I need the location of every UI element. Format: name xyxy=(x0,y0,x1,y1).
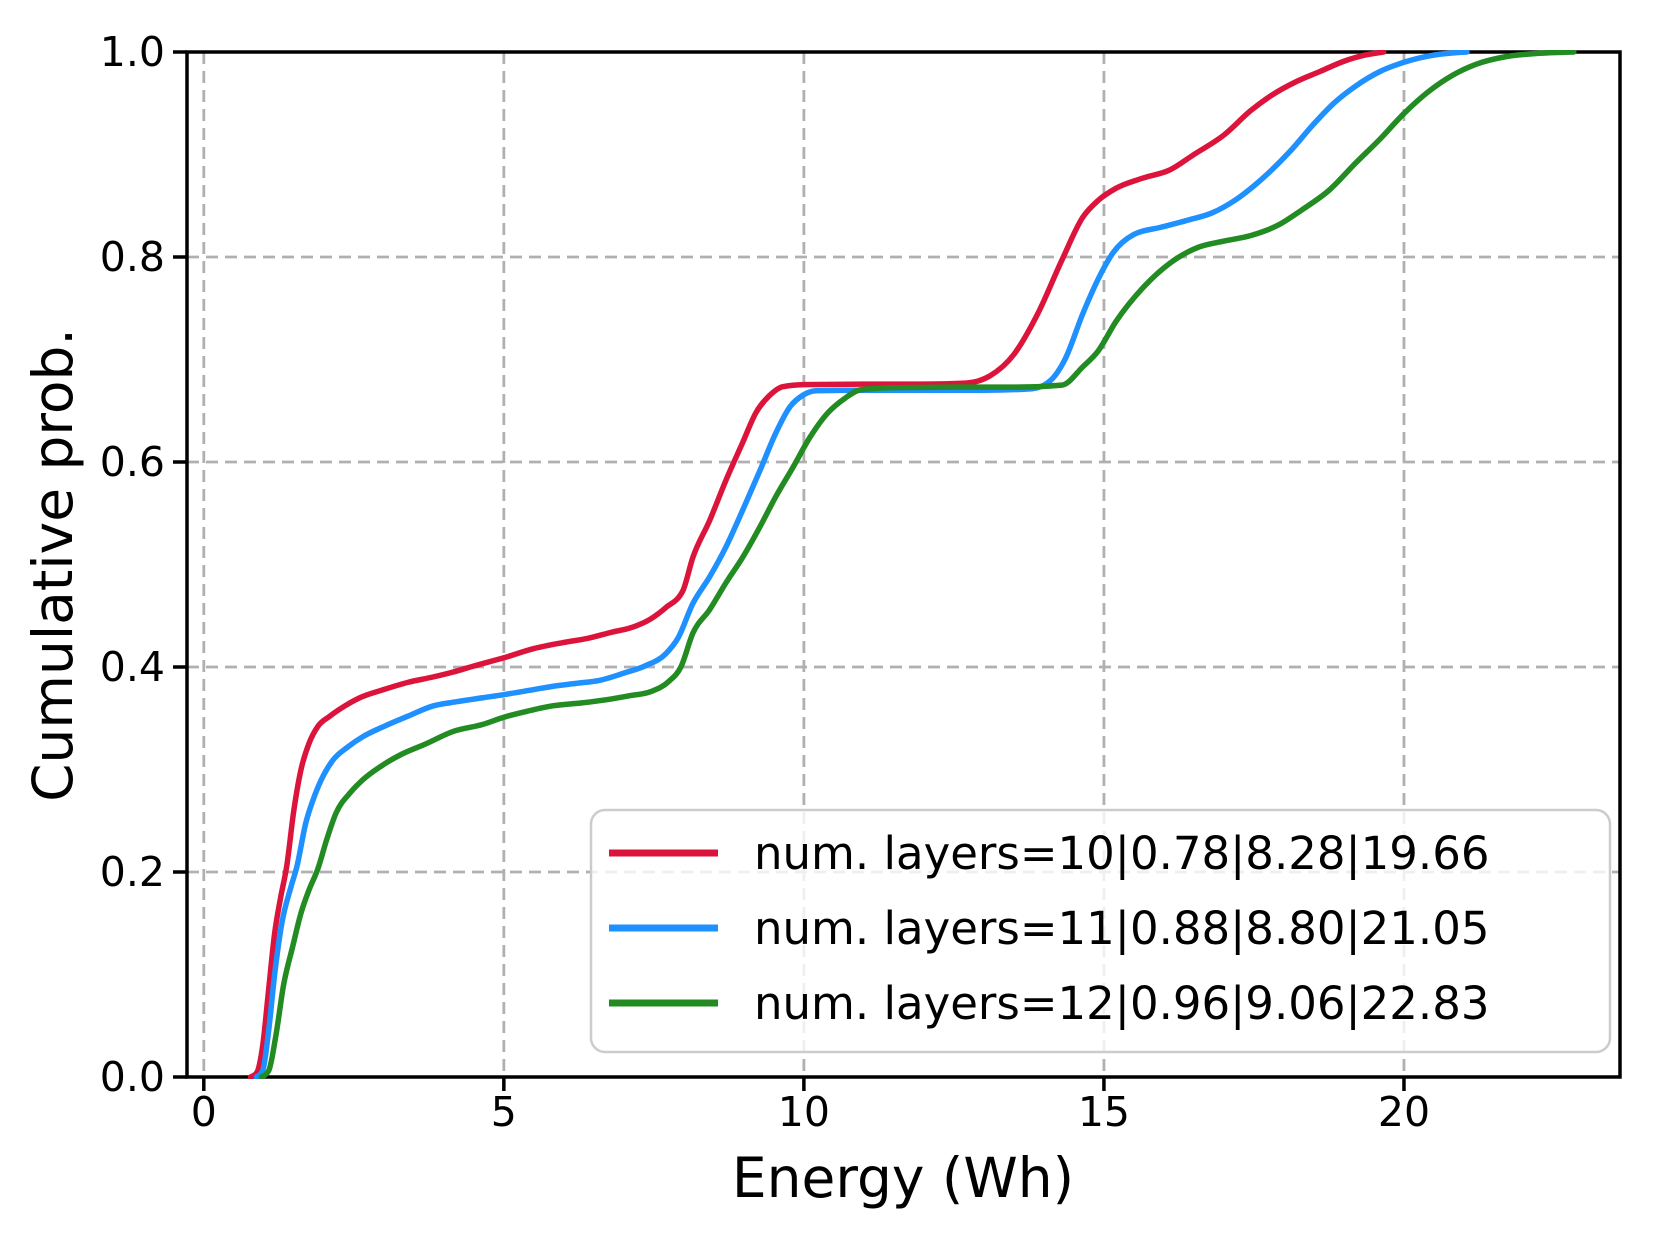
series-line-layers-12 xyxy=(258,50,1577,1079)
y-axis-label: Cumulative prob. xyxy=(21,328,85,802)
legend-label-layers-10: num. layers=10|0.78|8.28|19.66 xyxy=(754,827,1490,880)
x-axis-label: Energy (Wh) xyxy=(732,1146,1074,1210)
y-tick-label: 0.2 xyxy=(100,848,165,896)
y-tick-label: 0.4 xyxy=(100,643,165,691)
axes-spines xyxy=(185,50,1622,1079)
axis-ticks: 0 5 10 15 20 0.0 0.2 0.4 0.6 0.8 1.0 xyxy=(100,28,1430,1136)
y-tick-label: 0.0 xyxy=(100,1053,165,1101)
legend-label-layers-11: num. layers=11|0.88|8.80|21.05 xyxy=(754,902,1490,955)
series-line-layers-11 xyxy=(253,50,1470,1079)
series-curves xyxy=(247,50,1577,1079)
x-tick-label: 10 xyxy=(778,1088,830,1136)
x-tick-label: 5 xyxy=(491,1088,517,1136)
legend-box xyxy=(589,808,1612,1054)
y-tick-label: 1.0 xyxy=(100,28,165,76)
y-tick-label: 0.6 xyxy=(100,438,165,486)
series-line-layers-10 xyxy=(247,50,1387,1079)
legend-label-layers-12: num. layers=12|0.96|9.06|22.83 xyxy=(754,977,1490,1030)
x-tick-label: 20 xyxy=(1378,1088,1430,1136)
y-tick-label: 0.8 xyxy=(100,233,165,281)
x-tick-label: 15 xyxy=(1078,1088,1130,1136)
legend: num. layers=10|0.78|8.28|19.66 num. layer… xyxy=(589,808,1612,1054)
x-tick-label: 0 xyxy=(191,1088,217,1136)
grid-lines xyxy=(187,52,1620,1077)
